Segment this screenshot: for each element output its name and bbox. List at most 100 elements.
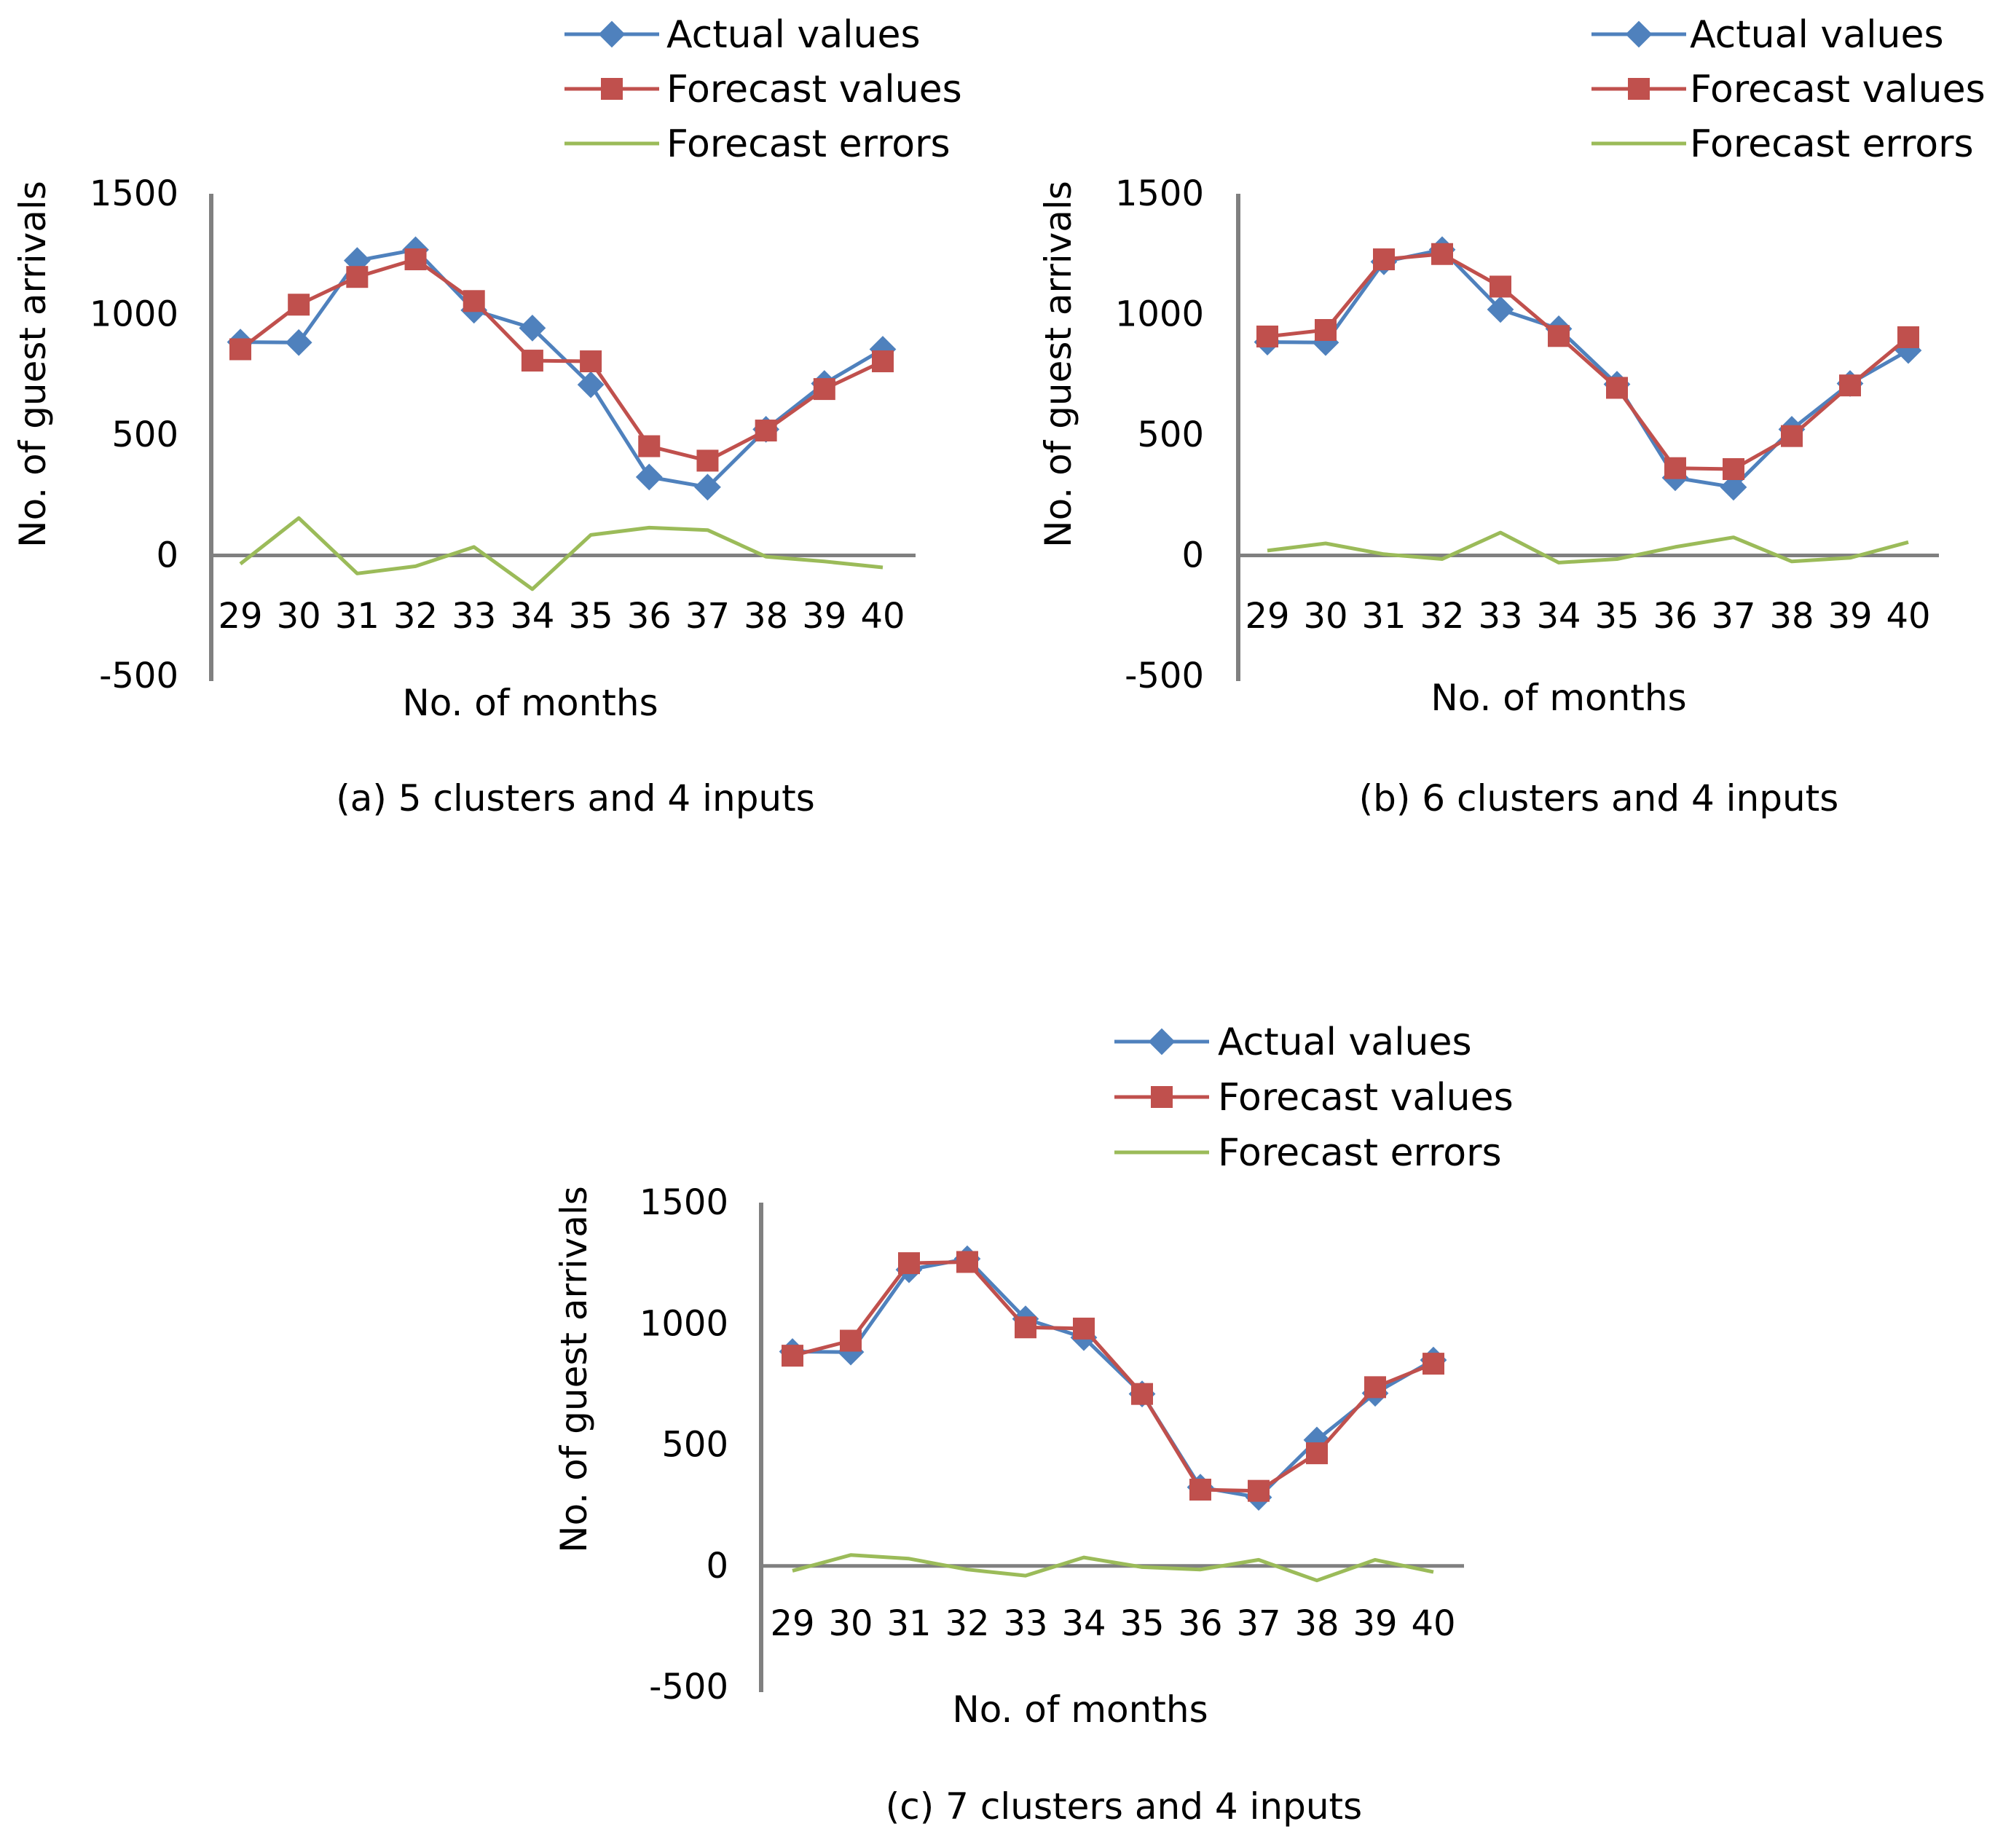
y-tick-label: -500 xyxy=(649,1667,728,1707)
legend-forecast-label: Forecast values xyxy=(1218,1076,1514,1120)
x-tick-label: 39 xyxy=(1827,596,1872,637)
panel-a: Actual values Forecast values Forecast e… xyxy=(12,13,962,819)
legend: Actual values Forecast values Forecast e… xyxy=(564,13,962,166)
forecast-value-point xyxy=(1723,458,1744,481)
forecast-value-point xyxy=(1839,374,1861,397)
forecast-value-point xyxy=(638,435,661,457)
forecast-value-point xyxy=(521,350,543,372)
forecast-value-point xyxy=(1073,1317,1095,1340)
x-tick-label: 38 xyxy=(1294,1603,1339,1644)
forecast-value-point xyxy=(404,248,427,271)
legend-actual-label: Actual values xyxy=(666,13,921,57)
x-tick-label: 37 xyxy=(685,596,730,637)
forecast-value-point xyxy=(1548,325,1570,347)
y-tick-label: 1000 xyxy=(90,294,178,335)
forecast-value-point xyxy=(229,338,251,361)
x-tick-label: 37 xyxy=(1236,1603,1280,1644)
x-tick-label: 38 xyxy=(1769,596,1814,637)
legend-forecast-marker xyxy=(1151,1086,1173,1108)
forecast-value-point xyxy=(956,1251,978,1273)
forecast-value-point xyxy=(1490,275,1511,298)
legend-actual-marker xyxy=(1625,20,1653,48)
x-tick-label: 39 xyxy=(802,596,846,637)
y-axis-title: No. of guest arrivals xyxy=(1037,181,1079,548)
x-tick-label: 31 xyxy=(335,596,379,637)
x-tick-label: 29 xyxy=(770,1603,814,1644)
forecast-values-line xyxy=(1267,252,1910,471)
x-tick-label: 32 xyxy=(1420,596,1464,637)
legend-errors-label: Forecast errors xyxy=(1218,1131,1502,1175)
y-tick-label: 1000 xyxy=(1115,294,1204,335)
x-tick-label: 40 xyxy=(860,596,905,637)
y-tick-label: 500 xyxy=(111,414,178,455)
forecast-value-point xyxy=(782,1345,803,1367)
series-layer xyxy=(227,236,897,591)
x-tick-label: 35 xyxy=(1120,1603,1164,1644)
x-axis-title: No. of months xyxy=(952,1688,1208,1731)
x-tick-label: 29 xyxy=(1245,596,1289,637)
actual-value-point xyxy=(694,473,721,501)
x-tick-label: 37 xyxy=(1711,596,1755,637)
forecast-errors-line xyxy=(239,516,884,591)
x-tick-label: 31 xyxy=(1361,596,1406,637)
y-tick-labels: 1500 1000 500 0 -500 xyxy=(90,173,178,696)
forecast-value-point xyxy=(1606,377,1628,399)
forecast-value-point xyxy=(840,1329,862,1352)
legend-forecast-label: Forecast values xyxy=(666,68,962,111)
panel-caption: (c) 7 clusters and 4 inputs xyxy=(886,1785,1362,1828)
x-tick-label: 34 xyxy=(510,596,554,637)
forecast-value-point xyxy=(463,290,485,312)
series-layer xyxy=(1254,236,1922,565)
x-tick-labels: 29 30 31 32 33 34 35 36 37 38 39 40 xyxy=(218,596,905,637)
actual-values-line xyxy=(792,1257,1435,1500)
forecast-value-point xyxy=(1373,248,1395,271)
forecast-value-point xyxy=(755,420,777,442)
forecast-value-point xyxy=(872,350,894,373)
x-tick-label: 31 xyxy=(886,1603,931,1644)
actual-value-point xyxy=(635,463,663,491)
actual-value-point xyxy=(1487,296,1514,323)
y-tick-label: 1500 xyxy=(640,1182,728,1223)
x-tick-label: 40 xyxy=(1886,596,1930,637)
forecast-errors-line xyxy=(1267,530,1909,565)
legend-actual-label: Actual values xyxy=(1218,1021,1472,1064)
actual-values-line xyxy=(1267,248,1910,489)
x-tick-label: 30 xyxy=(828,1603,873,1644)
legend-errors-label: Forecast errors xyxy=(1690,122,1974,166)
forecast-value-point xyxy=(1248,1479,1270,1502)
legend-actual-marker xyxy=(598,20,626,48)
panel-caption: (a) 5 clusters and 4 inputs xyxy=(336,777,815,819)
forecast-value-point xyxy=(1423,1353,1444,1375)
y-axis-title: No. of guest arrivals xyxy=(553,1186,595,1553)
x-tick-label: 40 xyxy=(1411,1603,1455,1644)
x-tick-label: 32 xyxy=(945,1603,989,1644)
x-tick-label: 36 xyxy=(1178,1603,1222,1644)
y-tick-label: 0 xyxy=(706,1546,728,1586)
forecast-value-point xyxy=(813,378,835,401)
legend-forecast-marker xyxy=(1628,78,1650,100)
y-tick-label: -500 xyxy=(99,656,178,696)
series-layer xyxy=(779,1245,1447,1583)
legend-actual-marker xyxy=(1148,1028,1176,1055)
forecast-value-point xyxy=(898,1252,920,1275)
forecast-value-point xyxy=(1781,425,1803,447)
x-tick-label: 33 xyxy=(1478,596,1522,637)
forecast-errors-line xyxy=(792,1553,1434,1583)
y-tick-label: -500 xyxy=(1125,656,1204,696)
actual-value-point xyxy=(577,371,605,398)
forecast-value-point xyxy=(696,449,719,472)
y-tick-label: 1000 xyxy=(640,1303,728,1344)
legend: Actual values Forecast values Forecast e… xyxy=(1114,1021,1514,1175)
x-tick-label: 35 xyxy=(569,596,613,637)
forecast-value-point xyxy=(1364,1376,1386,1399)
forecast-value-point xyxy=(1131,1383,1153,1405)
x-tick-label: 33 xyxy=(1003,1603,1047,1644)
y-tick-label: 1500 xyxy=(90,173,178,214)
x-tick-label: 30 xyxy=(1303,596,1347,637)
x-tick-label: 32 xyxy=(393,596,438,637)
legend-errors-label: Forecast errors xyxy=(666,122,951,166)
x-tick-label: 39 xyxy=(1353,1603,1397,1644)
forecast-value-point xyxy=(1897,326,1919,348)
forecast-value-point xyxy=(1015,1316,1036,1339)
